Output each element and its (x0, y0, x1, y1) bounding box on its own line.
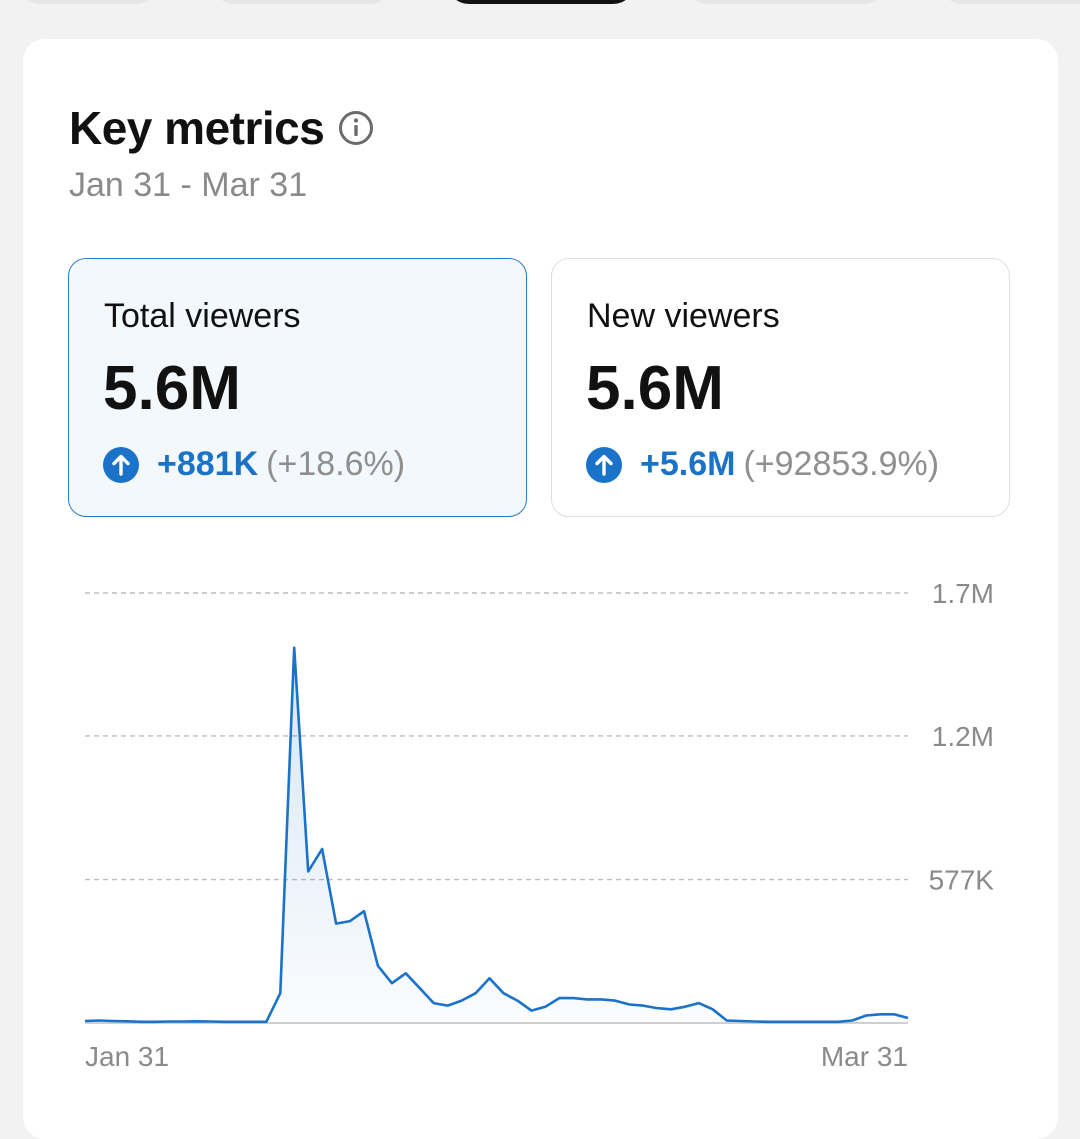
arrow-up-icon (586, 446, 622, 483)
change-row: +881K (+18.6%) (103, 445, 405, 484)
filter-tab[interactable] (940, 0, 1080, 4)
viewers-line-chart: 1.7M 1.2M 577K Jan 31 Mar 31 (84, 578, 995, 1072)
key-metrics-card: Key metrics Jan 31 - Mar 31 Total viewer… (23, 39, 1058, 1139)
title-row: Key metrics (69, 101, 374, 155)
change-row: +5.6M (+92853.9%) (586, 445, 939, 484)
y-tick-label: 577K (929, 865, 995, 896)
change-percent: (+92853.9%) (743, 445, 940, 483)
chart-series-line (84, 646, 909, 1024)
metric-label: Total viewers (104, 297, 301, 335)
arrow-up-icon (103, 446, 139, 483)
chart-area-fill (85, 647, 908, 1023)
x-tick-label: Mar 31 (821, 1041, 908, 1072)
filter-tab[interactable] (686, 0, 886, 4)
total-viewers-card[interactable]: Total viewers 5.6M +881K (+18.6%) (68, 258, 527, 517)
metric-label: New viewers (587, 297, 780, 335)
date-range: Jan 31 - Mar 31 (69, 166, 308, 204)
filter-tab[interactable] (18, 0, 158, 4)
page-title: Key metrics (69, 102, 325, 154)
change-value: +5.6M (640, 445, 736, 483)
y-tick-label: 1.7M (932, 578, 994, 609)
metric-value: 5.6M (586, 354, 724, 423)
filter-tab[interactable] (212, 0, 392, 4)
new-viewers-card[interactable]: New viewers 5.6M +5.6M (+92853.9%) (551, 258, 1010, 517)
info-icon[interactable] (338, 110, 374, 146)
change-value: +881K (157, 445, 259, 483)
metric-value: 5.6M (103, 354, 241, 423)
y-tick-label: 1.2M (932, 721, 994, 752)
filter-tab-active[interactable] (447, 0, 635, 4)
change-percent: (+18.6%) (266, 445, 406, 483)
top-filter-tabs (0, 0, 1080, 12)
x-tick-label: Jan 31 (85, 1041, 169, 1072)
